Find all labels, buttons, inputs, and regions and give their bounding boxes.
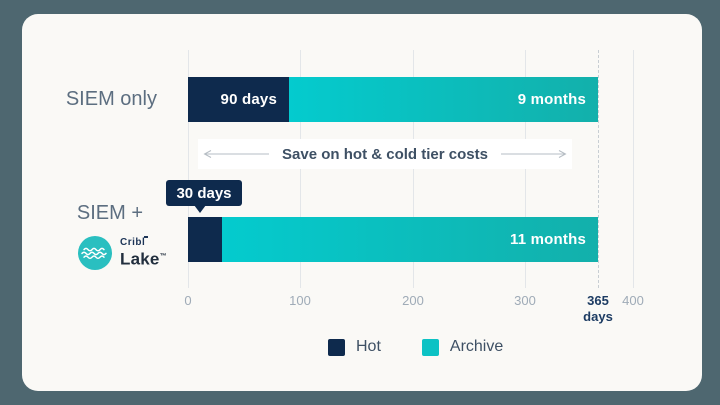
gridline-365-dashed — [598, 50, 599, 288]
tooltip-pointer — [194, 205, 206, 213]
gridline-200 — [413, 50, 414, 288]
gridline-100 — [300, 50, 301, 288]
bar-value-label: 11 months — [510, 231, 586, 248]
bar-siem-only-hot: 90 days — [188, 77, 289, 122]
cribl-brand-bar — [144, 236, 148, 238]
axis-tick-300: 300 — [514, 293, 536, 308]
legend-swatch-hot — [328, 338, 345, 356]
legend-label-hot: Hot — [356, 338, 381, 355]
bar-value-label: 90 days — [220, 91, 277, 108]
axis-tick-200: 200 — [402, 293, 424, 308]
row-label-siem-only: SIEM only — [65, 88, 157, 110]
bar-siem-plus-hot — [188, 217, 222, 262]
tooltip-text: 30 days — [176, 184, 232, 202]
arrow-left-icon — [203, 150, 270, 158]
axis-tick-100: 100 — [289, 293, 311, 308]
gridline-400 — [633, 50, 634, 288]
cribl-lake-wordmark: Cribl Lake™ — [120, 236, 167, 269]
legend-swatch-archive — [421, 338, 439, 356]
axis-unit-label: days — [583, 309, 613, 324]
cribl-lake-logo: Cribl Lake™ — [78, 236, 167, 270]
legend: Hot Archive — [328, 338, 503, 356]
axis-tick-365: 365 — [587, 293, 609, 308]
chart-card: SIEM only 90 days 9 months Save on hot &… — [22, 14, 702, 391]
row-label-siem-plus: SIEM + — [76, 202, 143, 224]
legend-label-archive: Archive — [449, 338, 504, 355]
arrow-right-icon — [500, 150, 567, 158]
bar-value-label: 9 months — [517, 91, 586, 108]
trademark-symbol: ™ — [159, 253, 167, 260]
gridline-300 — [525, 50, 526, 288]
cribl-brand-text: Cribl — [120, 236, 167, 248]
cribl-lake-wave-icon — [78, 236, 112, 270]
bar-siem-only-archive: 9 months — [289, 77, 598, 122]
axis-tick-400: 400 — [622, 293, 644, 308]
savings-banner-text: Save on hot & cold tier costs — [282, 145, 488, 163]
lake-product-text: Lake™ — [120, 249, 167, 269]
axis-tick-0: 0 — [184, 293, 192, 308]
gridline-0 — [188, 50, 189, 288]
bar-siem-plus-archive: 11 months — [222, 217, 598, 262]
savings-banner: Save on hot & cold tier costs — [198, 139, 572, 169]
tooltip-30-days: 30 days — [166, 180, 242, 213]
